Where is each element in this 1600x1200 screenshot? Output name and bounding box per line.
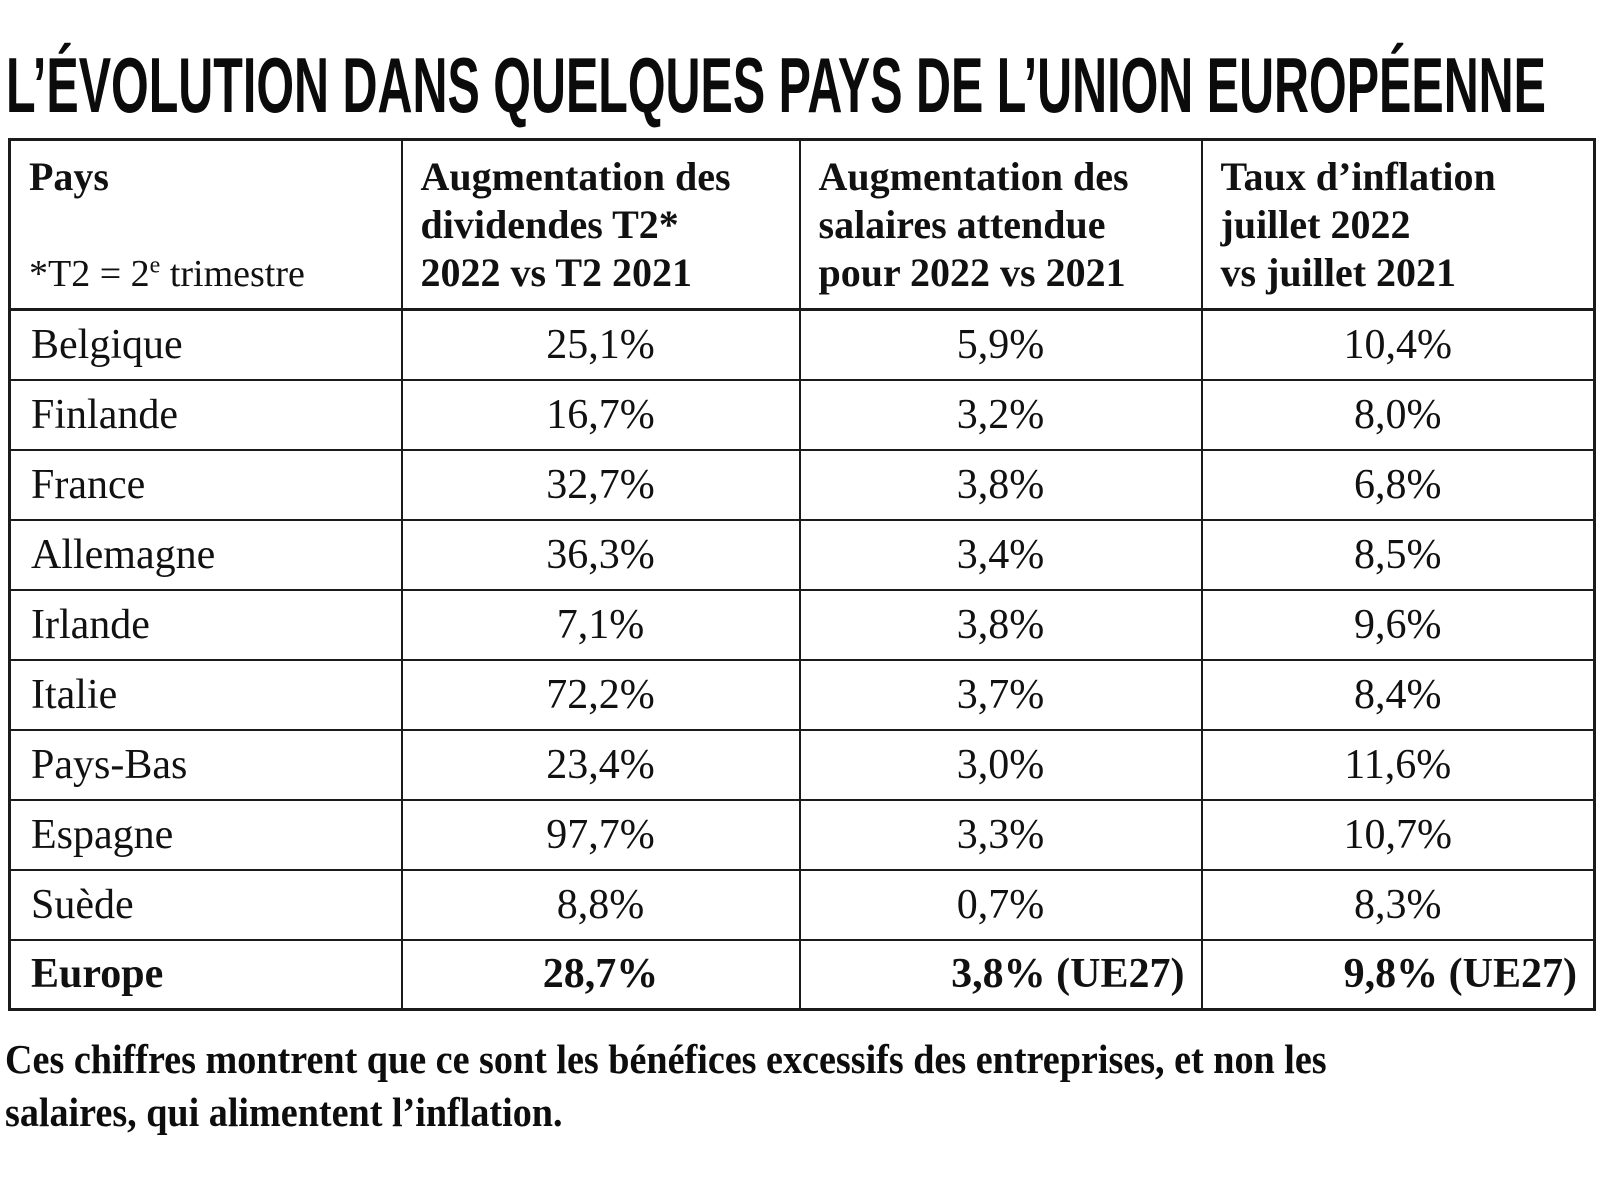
table-row: Pays-Bas 23,4% 3,0% 11,6% bbox=[8, 728, 1596, 801]
dividends-cell: 32,7% bbox=[400, 448, 801, 521]
table-row: Finlande 16,7% 3,2% 8,0% bbox=[8, 378, 1596, 451]
table-row: Espagne 97,7% 3,3% 10,7% bbox=[8, 798, 1596, 871]
pays-footnote: *T2 = 2e trimestre bbox=[29, 252, 305, 295]
header-pays-label: Pays bbox=[29, 154, 109, 199]
inflation-cell: 8,5% bbox=[1200, 518, 1596, 591]
wages-cell: 3,8% bbox=[798, 448, 1203, 521]
table-row: France 32,7% 3,8% 6,8% bbox=[8, 448, 1596, 521]
table-row: Belgique 25,1% 5,9% 10,4% bbox=[8, 308, 1596, 381]
wages-cell: 3,0% bbox=[798, 728, 1203, 801]
dividends-cell: 7,1% bbox=[400, 588, 801, 661]
wages-cell: 3,7% bbox=[798, 658, 1203, 731]
dividends-cell: 16,7% bbox=[400, 378, 801, 451]
dividends-cell: 97,7% bbox=[400, 798, 801, 871]
inflation-cell: 8,4% bbox=[1200, 658, 1596, 731]
country-cell: Suède bbox=[8, 868, 403, 941]
wages-cell: 5,9% bbox=[798, 308, 1203, 381]
country-cell: Finlande bbox=[8, 378, 403, 451]
inflation-cell: 9,8% (UE27) bbox=[1200, 938, 1596, 1011]
inflation-cell: 11,6% bbox=[1200, 728, 1596, 801]
country-cell: Belgique bbox=[8, 308, 403, 381]
header-salaires: Augmentation des salaires attendue pour … bbox=[798, 138, 1203, 311]
country-cell: Allemagne bbox=[8, 518, 403, 591]
table-row: Allemagne 36,3% 3,4% 8,5% bbox=[8, 518, 1596, 591]
country-cell: France bbox=[8, 448, 403, 521]
inflation-cell: 9,6% bbox=[1200, 588, 1596, 661]
country-cell: Pays-Bas bbox=[8, 728, 403, 801]
inflation-cell: 10,7% bbox=[1200, 798, 1596, 871]
footer-line: Ces chiffres montrent que ce sont les bé… bbox=[5, 1036, 1327, 1082]
dividends-cell: 72,2% bbox=[400, 658, 801, 731]
wages-cell: 3,4% bbox=[798, 518, 1203, 591]
data-table: Pays *T2 = 2e trimestre Augmentation des… bbox=[8, 138, 1596, 1011]
dividends-cell: 25,1% bbox=[400, 308, 801, 381]
inflation-cell: 8,3% bbox=[1200, 868, 1596, 941]
table-row: Italie 72,2% 3,7% 8,4% bbox=[8, 658, 1596, 731]
wages-cell: 3,3% bbox=[798, 798, 1203, 871]
dividends-cell: 28,7% bbox=[400, 938, 801, 1011]
wages-cell: 3,2% bbox=[798, 378, 1203, 451]
inflation-cell: 10,4% bbox=[1200, 308, 1596, 381]
dividends-cell: 23,4% bbox=[400, 728, 801, 801]
dividends-cell: 36,3% bbox=[400, 518, 801, 591]
wages-cell: 0,7% bbox=[798, 868, 1203, 941]
country-cell: Espagne bbox=[8, 798, 403, 871]
inflation-cell: 6,8% bbox=[1200, 448, 1596, 521]
table-row-europe-total: Europe 28,7% 3,8% (UE27) 9,8% (UE27) bbox=[8, 938, 1596, 1011]
footer-line: salaires, qui alimentent l’inflation. bbox=[5, 1089, 563, 1135]
table-row: Irlande 7,1% 3,8% 9,6% bbox=[8, 588, 1596, 661]
wages-cell: 3,8% bbox=[798, 588, 1203, 661]
header-pays: Pays *T2 = 2e trimestre bbox=[8, 138, 403, 311]
wages-cell: 3,8% (UE27) bbox=[798, 938, 1203, 1011]
footer-note: Ces chiffres montrent que ce sont les bé… bbox=[5, 1033, 1586, 1139]
dividends-cell: 8,8% bbox=[400, 868, 801, 941]
country-cell: Europe bbox=[8, 938, 403, 1011]
country-cell: Irlande bbox=[8, 588, 403, 661]
page-title: L’ÉVOLUTION DANS QUELQUES PAYS DE L’UNIO… bbox=[6, 41, 1546, 129]
country-cell: Italie bbox=[8, 658, 403, 731]
header-dividendes: Augmentation des dividendes T2* 2022 vs … bbox=[400, 138, 801, 311]
page-title-text: L’ÉVOLUTION DANS QUELQUES PAYS DE L’UNIO… bbox=[6, 41, 1546, 129]
inflation-cell: 8,0% bbox=[1200, 378, 1596, 451]
header-inflation: Taux d’inflation juillet 2022 vs juillet… bbox=[1200, 138, 1596, 311]
header-row: Pays *T2 = 2e trimestre Augmentation des… bbox=[8, 138, 1596, 311]
table-row: Suède 8,8% 0,7% 8,3% bbox=[8, 868, 1596, 941]
